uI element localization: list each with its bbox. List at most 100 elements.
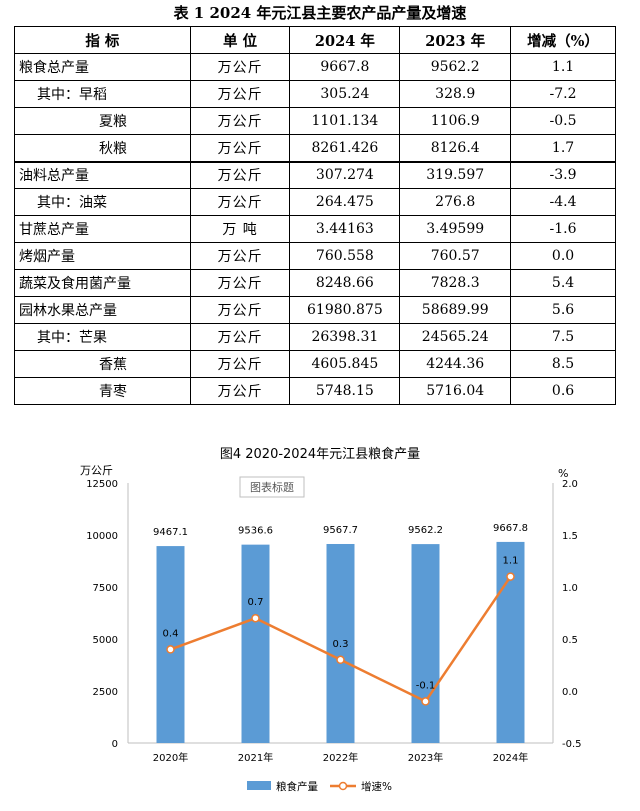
growth-data-label: 0.3 (333, 639, 349, 650)
row-change: -1.6 (510, 215, 616, 243)
row-change: -4.4 (510, 188, 616, 216)
row-name: 甘蔗总产量 (14, 215, 191, 243)
table-row: 其中：油菜 万公斤 264.475 276.8 -4.4 (14, 188, 616, 216)
header-2024: 2024 年 (289, 26, 401, 54)
left-tick-label: 0 (112, 739, 118, 750)
row-2023: 760.57 (399, 242, 512, 270)
row-2024: 305.24 (289, 80, 401, 108)
table-row: 其中：早稻 万公斤 305.24 328.9 -7.2 (14, 80, 616, 108)
growth-data-label: 1.1 (503, 556, 519, 567)
table-header-row: 指 标 单 位 2024 年 2023 年 增减（%） (14, 26, 616, 54)
row-change: 5.6 (510, 296, 616, 324)
growth-point (166, 645, 175, 654)
chart-title-placeholder-box (239, 476, 305, 498)
grain-production-chart: 图表标题 万公斤 % 0 2500 5000 7500 10000 12500 -0.5 0.0 0.… (80, 464, 582, 793)
bar-data-label: 9567.7 (323, 525, 358, 536)
left-tick-label: 7500 (93, 583, 118, 594)
left-tick-label: 5000 (93, 635, 118, 646)
row-2024: 8248.66 (289, 269, 401, 297)
table-row: 香蕉 万公斤 4605.845 4244.36 8.5 (14, 350, 616, 378)
table-body: 粮食总产量 万公斤 9667.8 9562.2 1.1 其中：早稻 万公斤 305.24 328… (14, 53, 616, 405)
row-change: 8.5 (510, 350, 616, 378)
row-2023: 58689.99 (399, 296, 512, 324)
row-2024: 264.475 (289, 188, 401, 216)
row-2024: 4605.845 (289, 350, 401, 378)
growth-data-label: -0.1 (416, 680, 436, 691)
row-name: 油料总产量 (14, 160, 191, 189)
row-change: -0.5 (510, 107, 616, 135)
row-unit: 万公斤 (189, 134, 291, 162)
header-unit: 单 位 (189, 26, 291, 54)
row-name: 粮食总产量 (14, 53, 191, 81)
row-unit: 万公斤 (189, 377, 291, 405)
row-change: 1.1 (510, 53, 616, 81)
table-row: 青枣 万公斤 5748.15 5716.04 0.6 (14, 377, 616, 405)
row-2024: 1101.134 (289, 107, 401, 135)
right-tick-label: -0.5 (562, 739, 582, 750)
bar (241, 544, 270, 743)
table-row: 甘蔗总产量万 吨 3.44163 3.49599 -1.6 (14, 215, 616, 243)
bar (326, 543, 355, 743)
row-2023: 328.9 (399, 80, 512, 108)
row-2023: 24565.24 (399, 323, 512, 351)
row-name: 青枣 (14, 377, 191, 405)
row-2024: 9667.8 (289, 53, 401, 81)
row-unit: 万公斤 (189, 269, 291, 297)
row-name: 蔬菜及食用菌产量 (14, 269, 191, 297)
row-change: 5.4 (510, 269, 616, 297)
table-row: 烤烟产量 万公斤 760.558 760.57 0.0 (14, 242, 616, 270)
left-tick-label: 12500 (86, 479, 118, 490)
right-tick-label: 2.0 (562, 479, 578, 490)
row-unit: 万 吨 (189, 215, 291, 243)
right-tick-label: 1.0 (562, 583, 578, 594)
row-name: 其中：早稻 (14, 80, 191, 108)
row-change: -3.9 (510, 160, 616, 189)
row-unit: 万公斤 (189, 350, 291, 378)
row-2023: 4244.36 (399, 350, 512, 378)
growth-data-label: 0.4 (163, 628, 179, 639)
row-unit: 万公斤 (189, 53, 291, 81)
row-name: 香蕉 (14, 350, 191, 378)
row-name: 其中：芒果 (14, 323, 191, 351)
row-unit: 万公斤 (189, 80, 291, 108)
table-title: 表 1 2024 年元江县主要农产品产量及增速 (173, 4, 467, 22)
row-name: 其中：油菜 (14, 188, 191, 216)
row-2023: 9562.2 (399, 53, 512, 81)
row-2024: 760.558 (289, 242, 401, 270)
legend-bar-swatch (247, 781, 271, 790)
row-2024: 3.44163 (289, 215, 401, 243)
growth-point (506, 572, 515, 581)
right-tick-label: 0.0 (562, 687, 578, 698)
bar-data-label: 9562.2 (408, 525, 443, 536)
row-change: -7.2 (510, 80, 616, 108)
legend-line-marker (338, 781, 348, 791)
legend-bar-label: 粮食产量 (276, 780, 318, 793)
bar-data-label: 9467.1 (153, 527, 188, 538)
header-indicator: 指 标 (14, 26, 191, 54)
x-tick-label: 2023年 (408, 751, 443, 764)
row-change: 0.6 (510, 377, 616, 405)
right-axis-unit: % (558, 467, 568, 480)
row-2023: 319.597 (399, 160, 512, 189)
right-tick-label: 0.5 (562, 635, 578, 646)
x-tick-label: 2021年 (238, 751, 273, 764)
table-row: 园林水果总产量 万公斤 61980.875 58689.99 5.6 (14, 296, 616, 324)
row-change: 1.7 (510, 134, 616, 162)
table-row: 粮食总产量 万公斤 9667.8 9562.2 1.1 (14, 53, 616, 81)
row-name: 园林水果总产量 (14, 296, 191, 324)
right-tick-label: 1.5 (562, 531, 578, 542)
row-2024: 8261.426 (289, 134, 401, 162)
bar (496, 541, 525, 743)
row-2023: 3.49599 (399, 215, 512, 243)
row-2024: 61980.875 (289, 296, 401, 324)
table-row: 蔬菜及食用菌产量 万公斤 8248.66 7828.3 5.4 (14, 269, 616, 297)
table-row: 夏粮 万公斤 1101.134 1106.9 -0.5 (14, 107, 616, 135)
row-2023: 8126.4 (399, 134, 512, 162)
growth-point (251, 613, 260, 623)
bar-data-label: 9667.8 (493, 523, 528, 534)
row-2023: 276.8 (399, 188, 512, 216)
growth-point (421, 697, 430, 706)
x-tick-label: 2024年 (493, 751, 528, 764)
row-unit: 万公斤 (189, 107, 291, 135)
table-row: 其中：芒果 万公斤 26398.31 24565.24 7.5 (14, 323, 616, 351)
